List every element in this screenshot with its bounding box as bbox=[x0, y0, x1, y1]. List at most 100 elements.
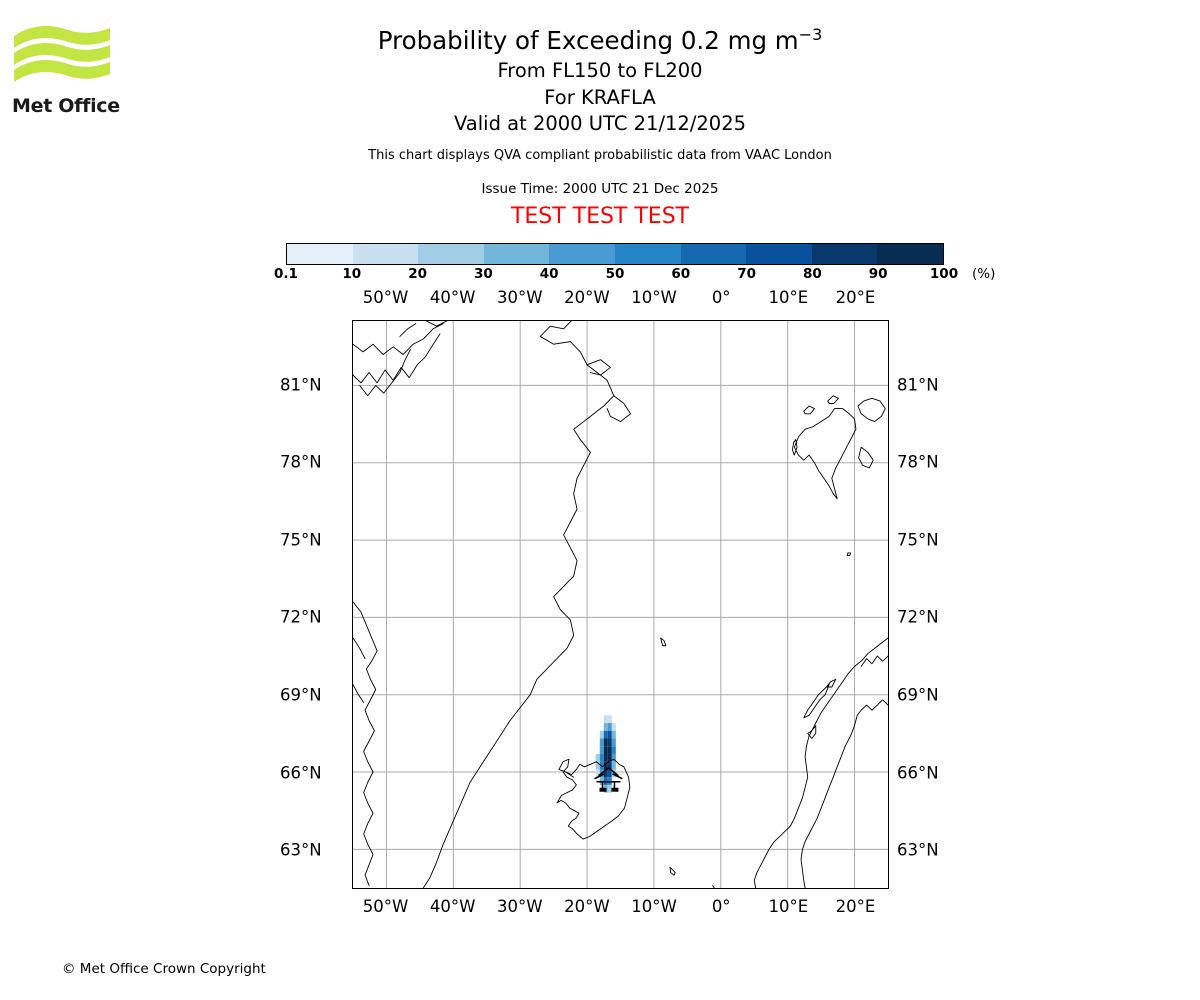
probability-cell bbox=[595, 769, 600, 778]
colorbar-band-7 bbox=[746, 244, 812, 264]
qva-note: This chart displays QVA compliant probab… bbox=[368, 147, 832, 163]
coastline-segment bbox=[565, 771, 575, 778]
colorbar-band-3 bbox=[483, 244, 550, 264]
test-banner: TEST TEST TEST bbox=[510, 203, 690, 229]
colorbar-unit-label: (%) bbox=[972, 266, 996, 282]
coastline-segment bbox=[353, 601, 378, 886]
colorbar-band-4 bbox=[549, 244, 615, 264]
probability-cell bbox=[607, 730, 612, 739]
volcano-glyph-block bbox=[599, 787, 607, 792]
coastline-segment bbox=[353, 637, 366, 660]
probability-cell bbox=[603, 723, 608, 731]
issue-time: Issue Time: 2000 UTC 21 Dec 2025 bbox=[481, 180, 719, 197]
lon-label-bottom: 40°W bbox=[429, 897, 476, 916]
colorbar: 0.1 10 20 30 40 50 60 70 80 90 100 bbox=[274, 243, 958, 282]
lon-label-top: 0° bbox=[711, 288, 731, 307]
met-office-logo: Met Office bbox=[12, 22, 122, 117]
coastline-segment bbox=[660, 637, 667, 647]
coastline-segment bbox=[422, 321, 615, 888]
met-office-wordmark: Met Office bbox=[12, 95, 120, 117]
map-canvas bbox=[353, 321, 888, 888]
coastline-segment bbox=[359, 348, 411, 397]
coastline-segment bbox=[803, 683, 830, 719]
lat-label-right: 66°N bbox=[897, 763, 939, 783]
probability-cell bbox=[611, 730, 616, 739]
probability-cell bbox=[607, 769, 612, 778]
volcano-glyph-stroke bbox=[607, 767, 619, 777]
coastline-segment bbox=[669, 866, 676, 876]
chart-title-block: Probability of Exceeding 0.2 mg m−3 From… bbox=[0, 24, 1200, 230]
coastline-segment bbox=[858, 446, 874, 469]
lon-label-bottom: 30°W bbox=[497, 897, 543, 916]
lat-label-left: 66°N bbox=[280, 763, 322, 783]
probability-cell bbox=[611, 723, 616, 731]
colorbar-tick-70: 70 bbox=[737, 266, 756, 282]
probability-cell bbox=[599, 746, 604, 754]
lat-label-right: 63°N bbox=[897, 840, 939, 860]
lon-label-top: 40°W bbox=[429, 288, 476, 307]
probability-cell bbox=[599, 753, 604, 762]
lon-label-top: 30°W bbox=[497, 288, 543, 307]
coastlines bbox=[353, 321, 888, 888]
lon-label-top: 10°W bbox=[631, 288, 677, 307]
coastline-segment bbox=[857, 397, 886, 422]
map-gridlines bbox=[353, 321, 888, 888]
colorbar-tick-50: 50 bbox=[605, 266, 625, 282]
page-title-exponent: −3 bbox=[798, 24, 823, 44]
coastline-segment bbox=[846, 552, 851, 557]
coastline-segment bbox=[803, 405, 815, 415]
coastline-segment bbox=[791, 439, 798, 456]
probability-cell bbox=[607, 746, 612, 754]
colorbar-tick-labels: 0.1 10 20 30 40 50 60 70 80 90 100 bbox=[274, 266, 958, 284]
coastline-segment bbox=[353, 683, 365, 703]
copyright-notice: © Met Office Crown Copyright bbox=[62, 961, 266, 977]
probability-cell bbox=[599, 730, 604, 739]
coastline-segment bbox=[353, 333, 441, 384]
colorbar-tick-30: 30 bbox=[473, 266, 493, 282]
lat-label-right: 72°N bbox=[897, 607, 939, 627]
probability-cell bbox=[611, 738, 616, 747]
lat-label-right: 75°N bbox=[897, 530, 939, 550]
coastline-segment bbox=[793, 408, 857, 500]
coastline-segment bbox=[825, 678, 837, 688]
lon-label-top: 20°E bbox=[835, 288, 876, 307]
lat-label-left: 81°N bbox=[280, 375, 322, 395]
probability-cell bbox=[607, 738, 612, 747]
coastline-segment bbox=[586, 359, 611, 376]
lat-label-left: 72°N bbox=[280, 607, 322, 627]
probability-cell bbox=[603, 715, 608, 724]
probability-cell bbox=[611, 746, 616, 754]
probability-cell bbox=[607, 753, 612, 762]
colorbar-tick-40: 40 bbox=[539, 266, 559, 282]
colorbar-band-5 bbox=[614, 244, 681, 264]
colorbar-band-6 bbox=[680, 244, 747, 264]
lat-label-right: 78°N bbox=[897, 452, 939, 472]
lat-label-left: 78°N bbox=[280, 452, 322, 472]
colorbar-tick-80: 80 bbox=[802, 266, 822, 282]
volcano-glyph-block bbox=[611, 787, 619, 792]
colorbar-bands bbox=[286, 243, 944, 265]
map-plot-area[interactable] bbox=[352, 320, 889, 889]
coastline-segment bbox=[807, 725, 817, 739]
probability-cell bbox=[603, 730, 608, 739]
volcano-glyph-stroke bbox=[612, 773, 623, 780]
probability-cell bbox=[607, 761, 612, 770]
colorbar-band-1 bbox=[352, 244, 419, 264]
lat-label-right: 69°N bbox=[897, 685, 939, 705]
page-title: Probability of Exceeding 0.2 mg m−3 bbox=[0, 24, 1200, 58]
coastline-segment bbox=[800, 699, 888, 888]
lat-label-right: 81°N bbox=[897, 375, 939, 395]
probability-cell bbox=[603, 769, 608, 778]
colorbar-tick-0.1: 0.1 bbox=[274, 266, 298, 282]
probability-cell bbox=[603, 753, 608, 762]
volcano-glyph-stroke bbox=[598, 767, 609, 777]
lon-label-bottom: 10°W bbox=[631, 897, 677, 916]
colorbar-band-9 bbox=[877, 244, 943, 264]
coastline-segment bbox=[753, 637, 888, 888]
volcano-glyph-stroke bbox=[594, 773, 605, 780]
flight-level-subtitle: From FL150 to FL200 bbox=[497, 59, 703, 82]
colorbar-tick-10: 10 bbox=[342, 266, 362, 282]
probability-cell bbox=[599, 761, 604, 770]
coastline-segment bbox=[353, 323, 444, 355]
lat-label-left: 63°N bbox=[280, 840, 322, 860]
